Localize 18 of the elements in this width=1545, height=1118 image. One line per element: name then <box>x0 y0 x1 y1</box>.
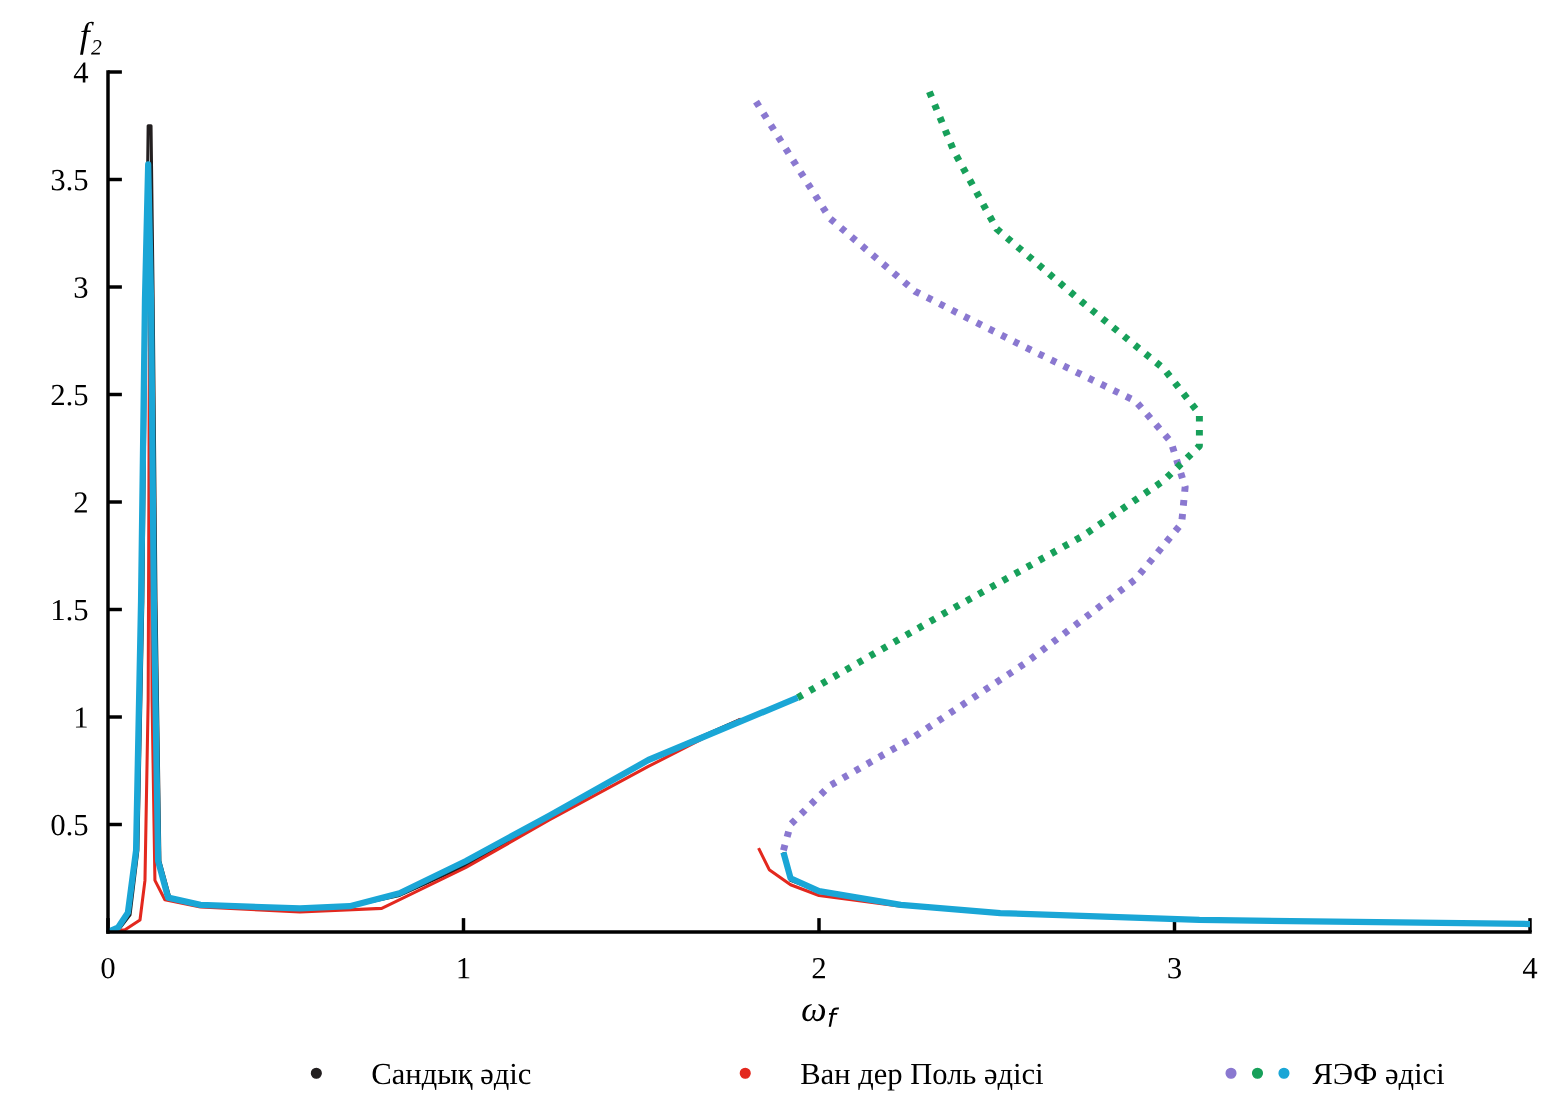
y-tick-label: 1 <box>75 707 87 728</box>
x-tick-label: 3 <box>1168 957 1181 979</box>
x-tick-label: 1 <box>458 958 470 979</box>
legend-label: Ван дер Поль әдісі <box>801 1063 1044 1091</box>
y-axis-title: f₂ <box>80 21 102 55</box>
x-tick-label: 0 <box>101 957 115 979</box>
y-tick-label: 3 <box>74 277 88 298</box>
x-tick-label: 2 <box>812 957 825 979</box>
x-axis-title: ω$_{f}$ <box>802 1003 840 1027</box>
y-tick-label: 4 <box>73 62 89 83</box>
legend-label: ЯЭФ әдісі <box>1312 1063 1445 1090</box>
y-tick-label: 3.5 <box>51 169 88 191</box>
y-tick-label: 2 <box>74 492 87 513</box>
legend-label: Сандық әдіс <box>372 1063 531 1090</box>
y-tick-label: 0.5 <box>51 814 88 836</box>
y-tick-label: 1.5 <box>53 599 88 621</box>
y-tick-label: 2.5 <box>51 384 88 406</box>
x-tick-label: 4 <box>1522 958 1538 979</box>
